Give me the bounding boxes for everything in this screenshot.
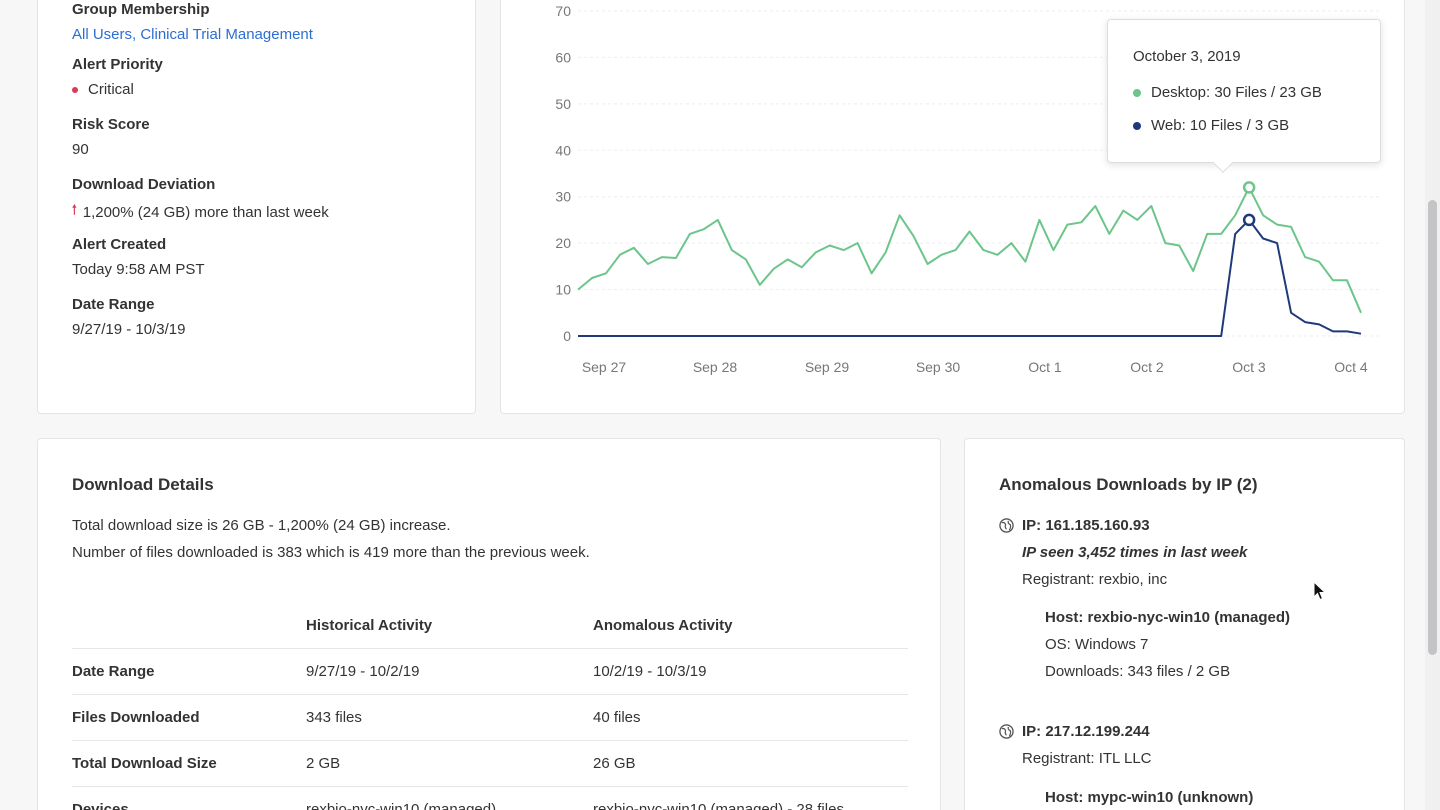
anomalous-ip-title: Anomalous Downloads by IP (2) <box>999 475 1258 494</box>
row-anomalous: rexbio-nyc-win10 (managed) - 28 files <box>593 801 844 810</box>
y-tick-label: 0 <box>563 328 571 344</box>
y-tick-label: 70 <box>555 3 571 19</box>
highlight-point-web[interactable] <box>1242 213 1256 227</box>
y-tick-label: 10 <box>555 282 571 298</box>
y-tick-label: 40 <box>555 142 571 158</box>
download-deviation-row: 🠑 1,200% (24 GB) more than last week <box>72 201 329 223</box>
web-legend-dot-icon <box>1133 121 1141 130</box>
ip-seen-count: IP seen 3,452 times in last week <box>1022 544 1248 561</box>
download-summary-line-1: Total download size is 26 GB - 1,200% (2… <box>72 517 451 534</box>
arrow-up-icon: 🠑 <box>72 202 77 217</box>
alert-created-label: Alert Created <box>72 236 167 253</box>
row-label: Date Range <box>72 663 155 680</box>
critical-dot-icon <box>72 86 78 93</box>
x-tick-label: Oct 3 <box>1232 359 1266 375</box>
risk-score-label: Risk Score <box>72 116 150 133</box>
desktop-legend-dot-icon <box>1133 88 1141 97</box>
row-label: Total Download Size <box>72 755 217 772</box>
x-tick-label: Sep 30 <box>916 359 961 375</box>
group-membership-field: Group Membership All Users, Clinical Tri… <box>72 1 313 43</box>
group-membership-label: Group Membership <box>72 1 210 18</box>
downloads-chart-card: 0 10 20 30 40 50 60 70 Sep 27 Sep 28 Sep 29 Sep 30 O… <box>500 0 1405 414</box>
tooltip-desktop-text: Desktop: 30 Files / 23 GB <box>1151 84 1322 101</box>
x-tick-label: Sep 27 <box>582 359 627 375</box>
tooltip-web-text: Web: 10 Files / 3 GB <box>1151 117 1290 134</box>
ip-registrant-1: Registrant: rexbio, inc <box>1022 571 1168 588</box>
risk-score-field: Risk Score 90 <box>72 116 150 158</box>
download-deviation-field: Download Deviation 🠑 1,200% (24 GB) more… <box>72 176 329 223</box>
download-details-card: Download Details Total download size is … <box>37 438 941 810</box>
host-1: Host: rexbio-nyc-win10 (managed) <box>1045 609 1291 626</box>
anomalous-ip-card: Anomalous Downloads by IP (2) IP: 161.18… <box>964 438 1405 810</box>
ip-registrant-2: Registrant: ITL LLC <box>1022 750 1152 767</box>
series-line-web[interactable] <box>578 218 1362 337</box>
row-anomalous: 26 GB <box>593 755 636 772</box>
group-membership-link[interactable]: All Users, Clinical Trial Management <box>72 26 313 43</box>
alert-priority-value: Critical <box>88 81 134 98</box>
risk-score-value: 90 <box>72 141 89 158</box>
row-historical: rexbio-nyc-win10 (managed) <box>306 801 497 810</box>
x-tick-label: Sep 29 <box>805 359 850 375</box>
x-tick-label: Sep 28 <box>693 359 738 375</box>
date-range-field: Date Range 9/27/19 - 10/3/19 <box>72 296 185 338</box>
table-row: Devices rexbio-nyc-win10 (managed) rexbi… <box>72 786 908 810</box>
download-deviation-label: Download Deviation <box>72 176 216 193</box>
download-deviation-value: 1,200% (24 GB) more than last week <box>82 203 329 221</box>
row-historical: 343 files <box>306 709 362 726</box>
x-tick-label: Oct 4 <box>1334 359 1368 375</box>
row-anomalous: 40 files <box>593 709 641 726</box>
row-historical: 9/27/19 - 10/2/19 <box>306 663 420 680</box>
download-details-title: Download Details <box>72 475 214 494</box>
table-row: Total Download Size 2 GB 26 GB <box>72 740 908 786</box>
x-tick-label: Oct 2 <box>1130 359 1164 375</box>
globe-icon <box>999 724 1014 739</box>
series-line-desktop[interactable] <box>577 186 1362 314</box>
host-2: Host: mypc-win10 (unknown) <box>1045 789 1254 806</box>
tooltip-desktop-row: Desktop: 30 Files / 23 GB <box>1133 84 1322 101</box>
row-historical: 2 GB <box>306 755 341 772</box>
x-tick-label: Oct 1 <box>1028 359 1062 375</box>
chart-tooltip: October 3, 2019 Desktop: 30 Files / 23 G… <box>1107 19 1381 173</box>
table-row: Files Downloaded 343 files 40 files <box>72 694 908 740</box>
alert-priority-label: Alert Priority <box>72 56 163 73</box>
y-tick-label: 20 <box>555 235 571 251</box>
host-1-os: OS: Windows 7 <box>1045 636 1149 653</box>
y-tick-label: 50 <box>555 96 571 112</box>
tooltip-web-row: Web: 10 Files / 3 GB <box>1133 117 1289 134</box>
host-1-downloads: Downloads: 343 files / 2 GB <box>1045 663 1231 680</box>
alert-created-value: Today 9:58 AM PST <box>72 261 205 278</box>
row-anomalous: 10/2/19 - 10/3/19 <box>593 663 707 680</box>
row-label: Devices <box>72 801 129 810</box>
table-row: Date Range 9/27/19 - 10/2/19 10/2/19 - 1… <box>72 648 908 694</box>
downloads-line-chart[interactable]: 0 10 20 30 40 50 60 70 Sep 27 Sep 28 Sep 29 Sep 30 O… <box>501 0 1406 415</box>
scrollbar-thumb[interactable] <box>1428 200 1437 655</box>
column-header-anomalous: Anomalous Activity <box>593 617 733 634</box>
column-header-historical: Historical Activity <box>306 617 433 634</box>
date-range-value: 9/27/19 - 10/3/19 <box>72 321 186 338</box>
alert-priority-row: Critical <box>72 81 163 98</box>
alert-priority-field: Alert Priority Critical <box>72 56 163 98</box>
alert-summary-card: Group Membership All Users, Clinical Tri… <box>37 0 476 414</box>
ip-address-1[interactable]: IP: 161.185.160.93 <box>1022 517 1150 534</box>
date-range-label: Date Range <box>72 296 155 313</box>
alert-created-field: Alert Created Today 9:58 AM PST <box>72 236 205 278</box>
tooltip-date: October 3, 2019 <box>1133 48 1241 65</box>
mouse-cursor-icon <box>1313 581 1327 601</box>
download-summary-line-2: Number of files downloaded is 383 which … <box>72 544 590 561</box>
globe-icon <box>999 518 1014 533</box>
row-label: Files Downloaded <box>72 709 200 726</box>
y-tick-label: 30 <box>555 189 571 205</box>
ip-address-2[interactable]: IP: 217.12.199.244 <box>1022 723 1150 740</box>
y-tick-label: 60 <box>555 49 571 65</box>
highlight-point-desktop[interactable] <box>1242 181 1256 194</box>
